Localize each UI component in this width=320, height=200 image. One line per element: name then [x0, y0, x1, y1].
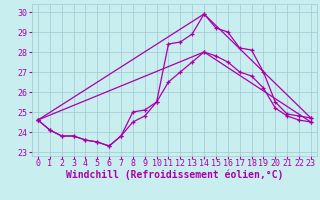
- X-axis label: Windchill (Refroidissement éolien,°C): Windchill (Refroidissement éolien,°C): [66, 169, 283, 180]
